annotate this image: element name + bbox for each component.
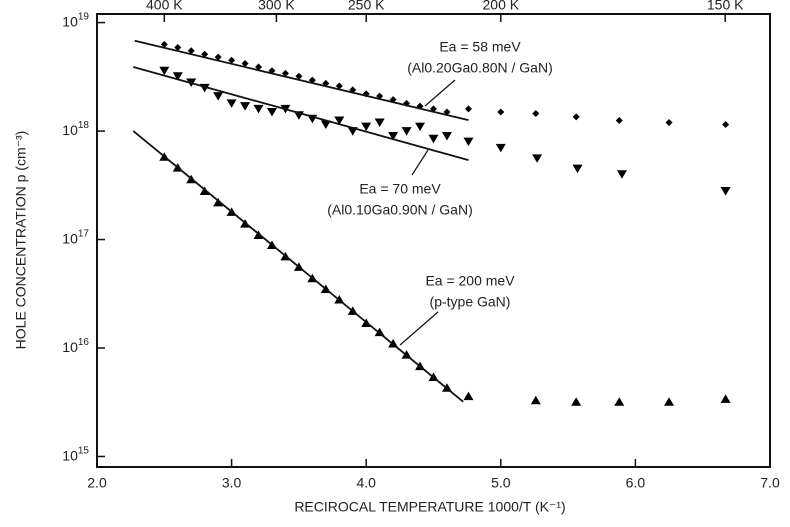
data-point (720, 394, 731, 403)
data-point (664, 397, 675, 406)
data-point (335, 82, 343, 90)
data-point (281, 69, 289, 77)
data-point (160, 40, 168, 48)
x-tick-label: 6.0 (626, 475, 646, 491)
data-point (495, 143, 506, 153)
top-tick-label: 250 K (348, 0, 385, 13)
y-tick-label: 1018 (62, 120, 89, 138)
fit-line (134, 39, 469, 122)
data-point (614, 397, 625, 406)
data-point (159, 66, 170, 76)
data-point (572, 113, 580, 121)
data-point (199, 186, 210, 196)
top-tick-label: 400 K (146, 0, 183, 13)
data-point (172, 72, 183, 81)
x-tick-label: 7.0 (760, 475, 780, 491)
data-point (334, 116, 345, 126)
x-axis-title: RECIROCAL TEMPERATURE 1000/T (K⁻¹) (294, 499, 565, 515)
annotation-leader (424, 79, 456, 107)
data-point (401, 127, 412, 136)
x-tick-label: 3.0 (222, 475, 242, 491)
data-point (374, 327, 385, 337)
data-point (228, 56, 236, 64)
top-tick-label: 200 K (483, 0, 520, 13)
data-point (241, 59, 249, 67)
y-tick-label: 1017 (62, 228, 89, 246)
data-point (616, 170, 627, 179)
data-point (266, 107, 277, 117)
data-point (374, 118, 385, 127)
data-point (615, 117, 623, 125)
annotation: (Al0.10Ga0.90N / GaN) (327, 202, 473, 218)
x-tick-label: 4.0 (356, 475, 376, 491)
data-point (463, 137, 474, 147)
annotation-leader (411, 149, 429, 176)
data-point (463, 391, 474, 401)
data-point (201, 50, 209, 58)
annotation: Ea = 70 meV (359, 181, 441, 197)
top-tick-label: 300 K (258, 0, 295, 13)
data-point (720, 187, 731, 196)
fit-line (133, 66, 469, 161)
data-point (255, 63, 263, 71)
data-point (214, 53, 222, 61)
data-point (532, 154, 543, 163)
data-point (415, 122, 426, 132)
y-tick-label: 1016 (62, 337, 89, 355)
data-point (532, 110, 540, 118)
data-point (428, 134, 439, 144)
annotation-leader (399, 311, 439, 346)
data-point (320, 120, 331, 129)
data-point (187, 47, 195, 55)
data-point (361, 122, 372, 132)
plot-frame (96, 13, 771, 468)
y-tick-label: 1019 (62, 11, 89, 29)
data-point (388, 132, 399, 141)
annotation: (Al0.20Ga0.80N / GaN) (407, 60, 553, 76)
data-point (174, 43, 182, 51)
data-point (441, 132, 452, 141)
data-point (572, 164, 583, 174)
data-point (226, 99, 237, 108)
annotation: (p-type GaN) (430, 294, 511, 310)
data-point (665, 118, 673, 126)
data-point (240, 102, 251, 111)
x-tick-label: 2.0 (87, 475, 107, 491)
data-point (464, 105, 472, 113)
top-tick-label: 150 K (707, 0, 744, 13)
data-point (253, 104, 264, 114)
y-axis-title: HOLE CONCENTRATION p (cm⁻³) (13, 131, 29, 350)
data-point (213, 197, 224, 207)
data-point (295, 72, 303, 80)
annotation: Ea = 58 meV (439, 39, 521, 55)
x-tick-label: 5.0 (491, 475, 511, 491)
data-point (213, 92, 224, 101)
annotation: Ea = 200 meV (425, 273, 515, 289)
data-point (530, 395, 541, 405)
data-point (497, 108, 505, 116)
fit-line (132, 130, 464, 403)
data-point (722, 120, 730, 128)
y-tick-label: 1015 (62, 445, 89, 463)
data-point (571, 397, 582, 406)
